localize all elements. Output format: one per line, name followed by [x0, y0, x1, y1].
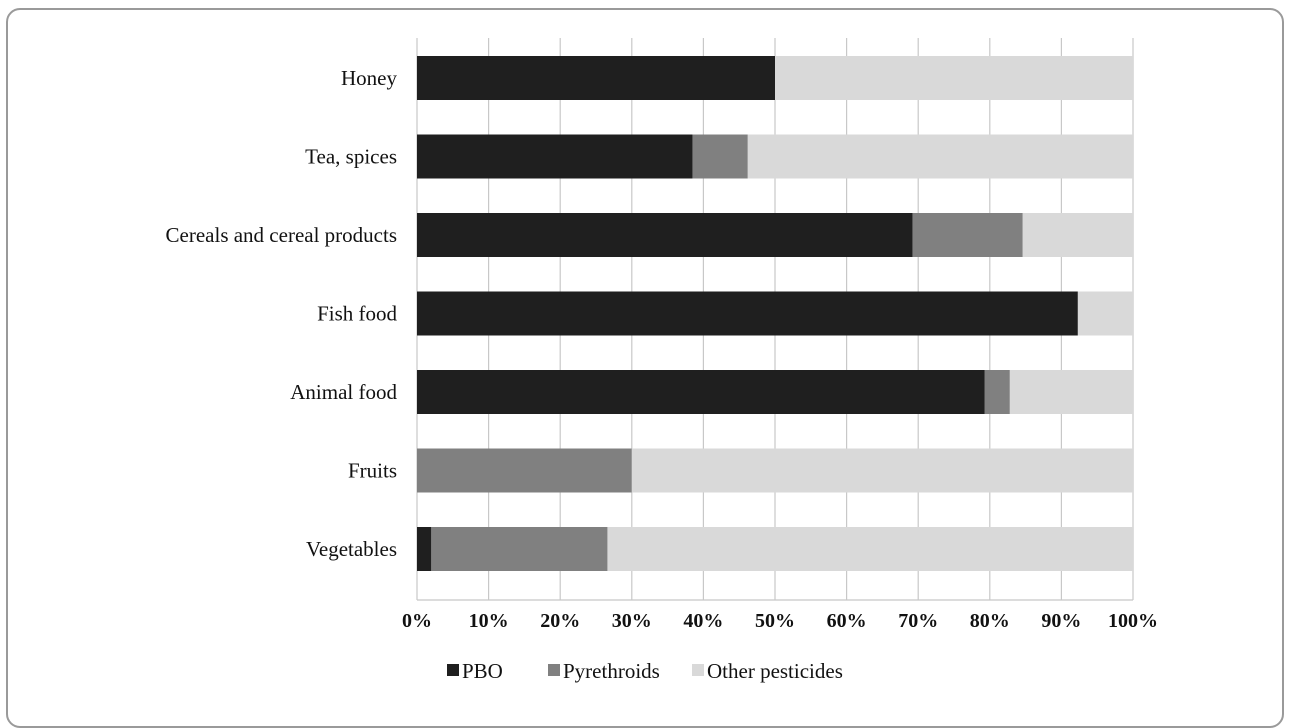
bar-cereals-and-cereal-products-other-pesticides [1022, 213, 1133, 257]
bar-animal-food-pyrethroids [984, 370, 1010, 414]
legend-swatch-other-pesticides [692, 664, 704, 676]
bar-tea-spices-pyrethroids [692, 134, 748, 179]
bar-animal-food-other-pesticides [1009, 370, 1133, 414]
bar-fish-food-pbo [417, 291, 1078, 336]
stacked-bar-chart: Honey Tea, spices Cereals and cereal produ… [166, 38, 1158, 683]
category-label-honey: Honey [341, 66, 397, 90]
bar-animal-food-pbo [417, 370, 985, 414]
x-tick-label-2: 20% [540, 610, 580, 632]
bar-honey-pbo [417, 56, 775, 100]
chart-frame [6, 8, 1284, 728]
bar-tea-spices-pbo [417, 134, 693, 179]
x-tick-label-8: 80% [970, 610, 1010, 632]
category-label-fish-food: Fish food [317, 302, 397, 326]
x-tick-label-0: 0% [402, 610, 432, 632]
x-tick-label-3: 30% [612, 610, 652, 632]
bar-cereals-and-cereal-products-pbo [417, 213, 913, 257]
bar-cereals-and-cereal-products-pyrethroids [912, 213, 1023, 257]
legend-swatch-pyrethroids [548, 664, 560, 676]
x-tick-label-4: 40% [683, 610, 723, 632]
legend-label-pbo: PBO [462, 659, 503, 683]
x-tick-label-9: 90% [1041, 610, 1081, 632]
x-tick-label-1: 10% [469, 610, 509, 632]
x-tick-label-6: 60% [827, 610, 867, 632]
bar-vegetables-pyrethroids [431, 527, 608, 571]
category-label-fruits: Fruits [348, 459, 397, 483]
category-label-tea-spices: Tea, spices [305, 145, 397, 169]
legend-label-other-pesticides: Other pesticides [707, 659, 843, 683]
bar-vegetables-pbo [417, 527, 432, 571]
legend-label-pyrethroids: Pyrethroids [563, 659, 660, 683]
bar-tea-spices-other-pesticides [747, 134, 1133, 179]
x-tick-label-10: 100% [1108, 610, 1158, 632]
bar-honey-other-pesticides [775, 56, 1133, 100]
category-label-cereals-and-cereal-products: Cereals and cereal products [166, 223, 397, 247]
x-tick-label-7: 70% [898, 610, 938, 632]
legend-swatch-pbo [447, 664, 459, 676]
category-label-animal-food: Animal food [290, 380, 397, 404]
bar-fruits-other-pesticides [631, 448, 1133, 493]
bar-fruits-pyrethroids [417, 448, 632, 493]
category-label-vegetables: Vegetables [306, 537, 397, 561]
x-tick-label-5: 50% [755, 610, 795, 632]
bar-vegetables-other-pesticides [607, 527, 1133, 571]
bar-fish-food-other-pesticides [1077, 291, 1133, 336]
